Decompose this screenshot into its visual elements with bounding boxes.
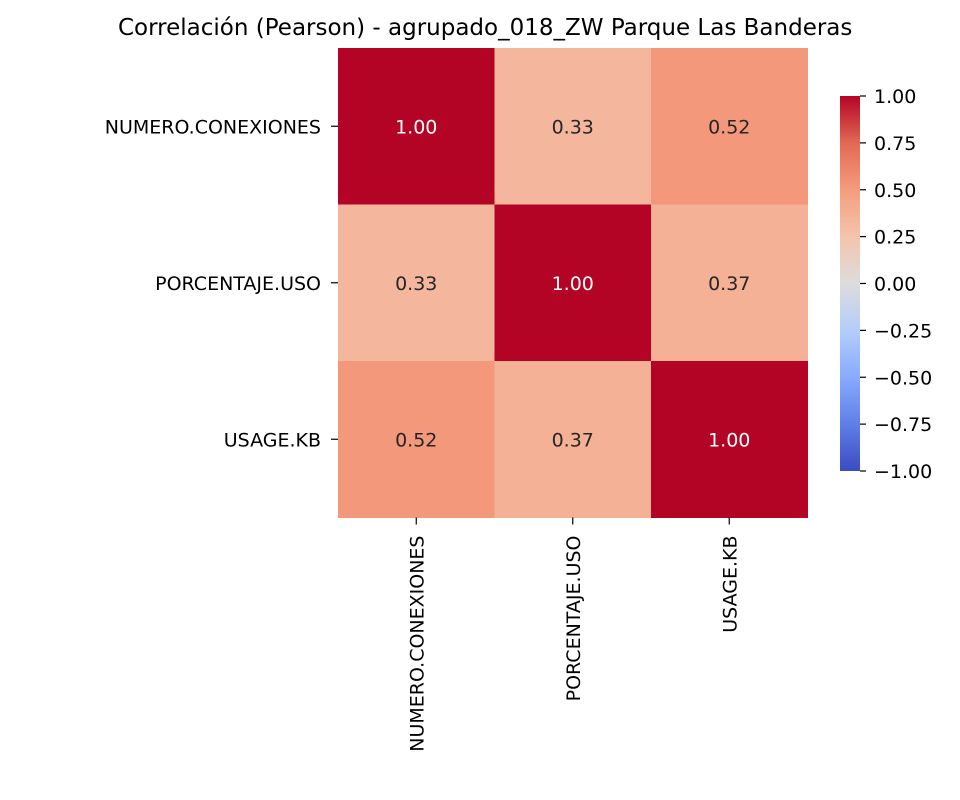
cell-value-label: 1.00: [708, 429, 750, 451]
colorbar: 1.00 0.75 0.50 0.25 0.00 −0.25 −0.50 −0.75 −1.00: [840, 86, 932, 483]
cell-value-label: 0.52: [395, 429, 437, 451]
heatmap-cell: [494, 204, 652, 362]
x-tick-label: PORCENTAJE.USO: [563, 536, 585, 702]
colorbar-tick-label: −0.25: [874, 320, 932, 342]
heatmap-cell: [651, 48, 808, 205]
y-tick-label: NUMERO.CONEXIONES: [105, 116, 321, 138]
colorbar-tick-label: −1.00: [874, 461, 932, 483]
y-tick-label: USAGE.KB: [224, 429, 321, 451]
y-tick-label: PORCENTAJE.USO: [155, 273, 321, 295]
heatmap-cell: [494, 48, 652, 205]
cell-value-label: 0.52: [708, 116, 750, 138]
heatmap-cell: [494, 361, 652, 518]
cell-value-label: 0.33: [395, 273, 437, 295]
colorbar-tick-label: 0.50: [874, 180, 916, 202]
heatmap-cell: [338, 204, 495, 362]
heatmap-cell: [338, 48, 495, 205]
cell-value-label: 0.37: [552, 429, 594, 451]
x-axis: NUMERO.CONEXIONES PORCENTAJE.USO USAGE.KB: [406, 517, 741, 752]
colorbar-gradient: [840, 96, 860, 471]
heatmap-cell-labels: 1.00 0.33 0.52 0.33 1.00 0.37 0.52 0.37 1.00: [395, 116, 750, 451]
heatmap-cell: [651, 361, 808, 518]
heatmap-cells: [338, 48, 808, 518]
heatmap-cell: [651, 204, 808, 362]
y-axis: NUMERO.CONEXIONES PORCENTAJE.USO USAGE.KB: [105, 116, 338, 451]
colorbar-tick-label: 1.00: [874, 86, 916, 108]
cell-value-label: 0.37: [708, 273, 750, 295]
heatmap-cell: [338, 361, 495, 518]
cell-value-label: 1.00: [395, 116, 437, 138]
x-tick-label: NUMERO.CONEXIONES: [406, 536, 428, 752]
chart-title: Correlación (Pearson) - agrupado_018_ZW …: [118, 15, 852, 41]
x-tick-label: USAGE.KB: [719, 536, 741, 633]
colorbar-tick-label: 0.25: [874, 227, 916, 249]
colorbar-tick-label: −0.50: [874, 367, 932, 389]
colorbar-tick-label: 0.75: [874, 133, 916, 155]
colorbar-tick-label: 0.00: [874, 274, 916, 296]
colorbar-tick-label: −0.75: [874, 414, 932, 436]
cell-value-label: 0.33: [552, 116, 594, 138]
cell-value-label: 1.00: [552, 273, 594, 295]
